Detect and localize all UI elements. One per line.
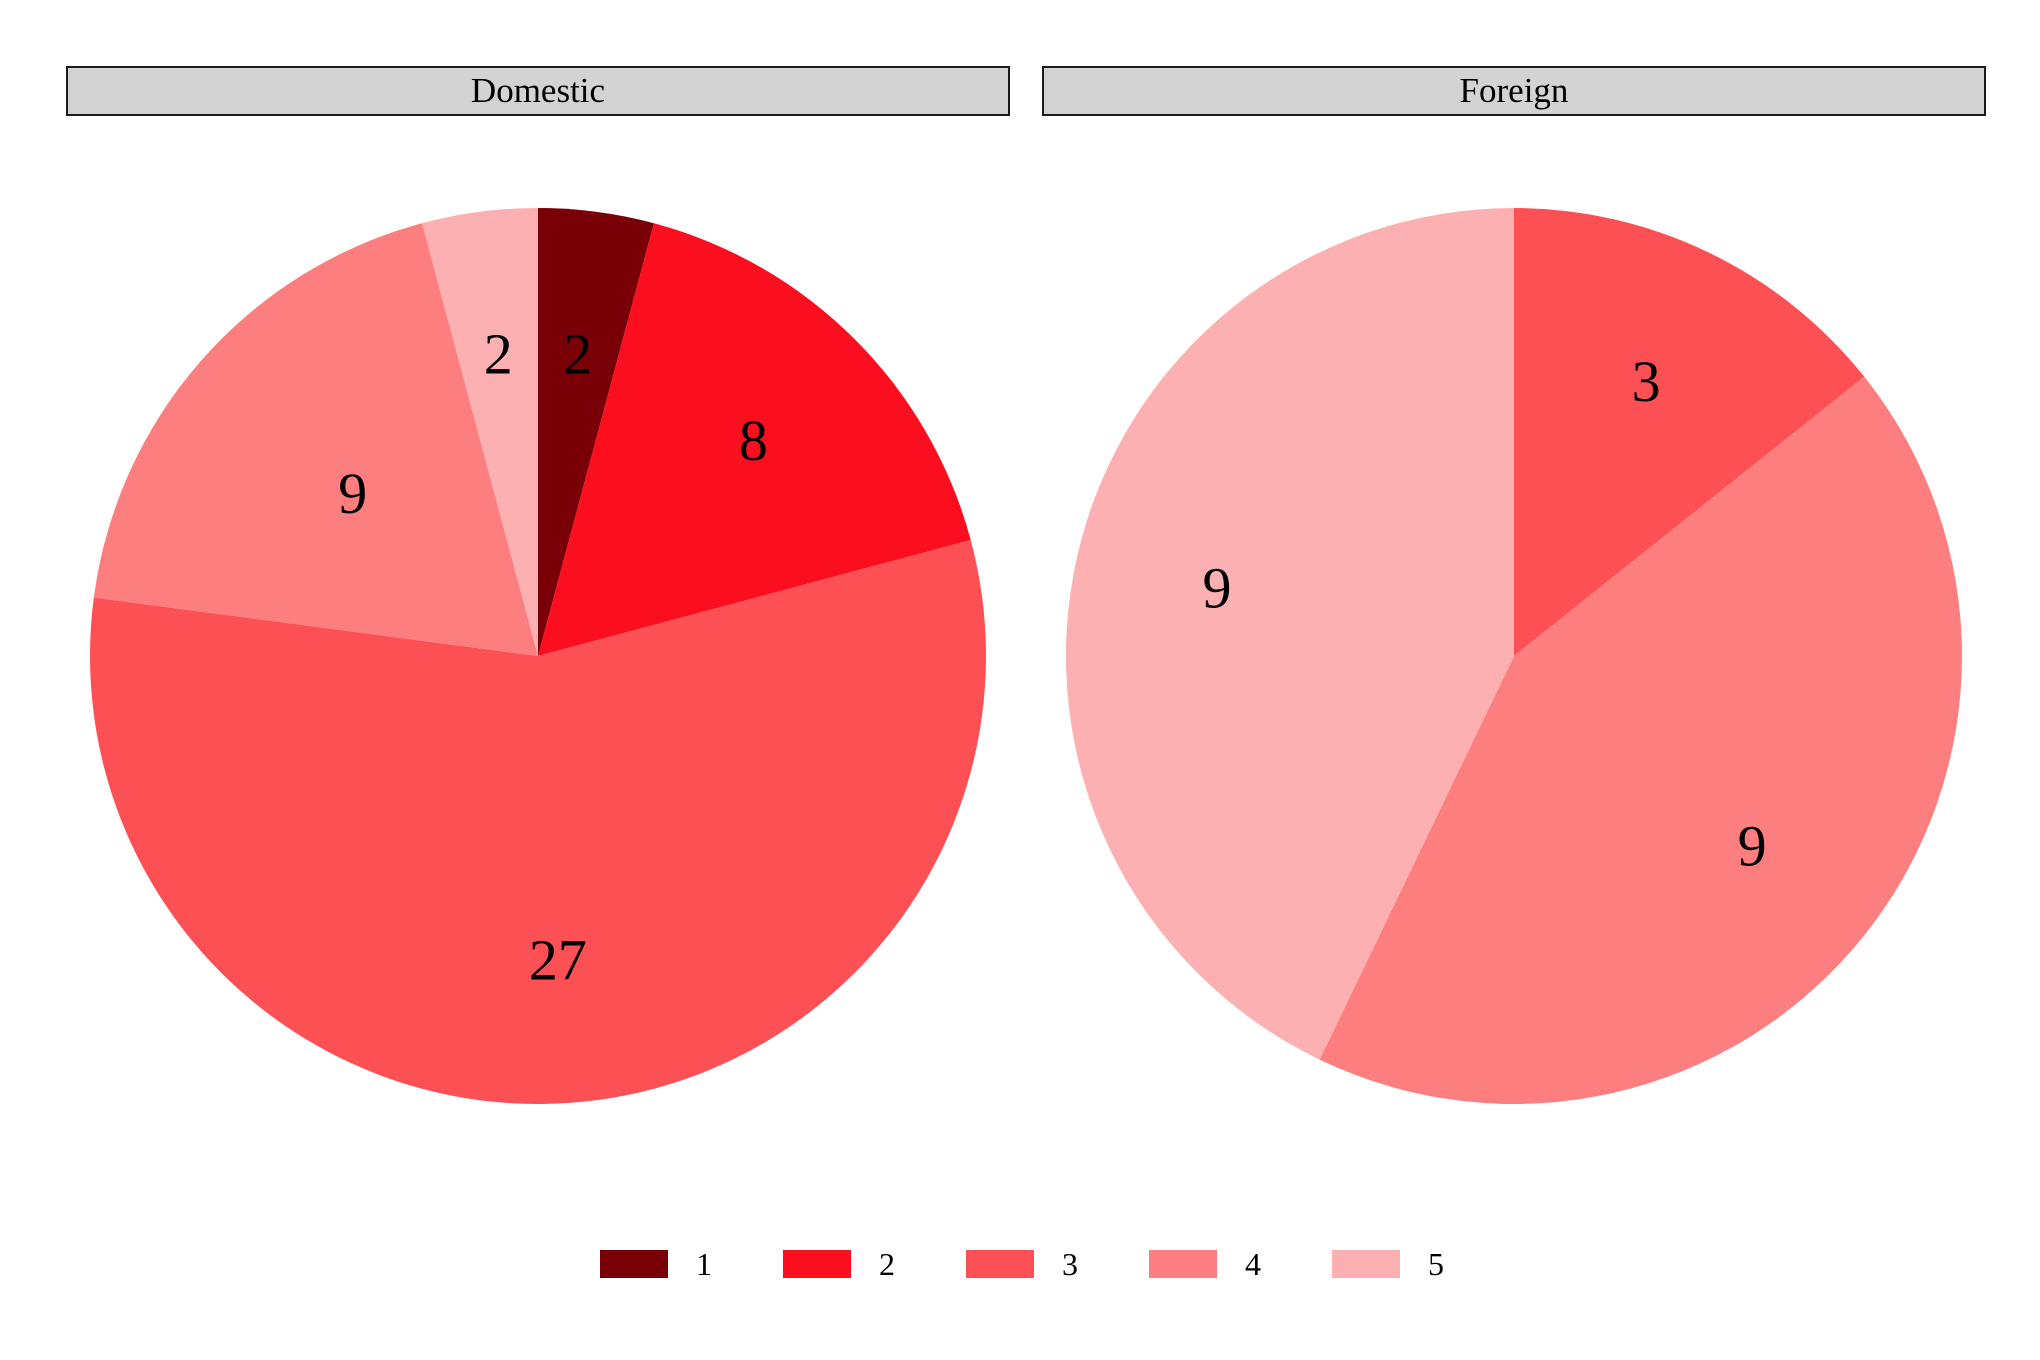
facet-strip-foreign: Foreign — [1042, 66, 1986, 116]
slice-label-domestic-4: 9 — [338, 461, 367, 526]
slice-label-domestic-1: 2 — [563, 321, 592, 386]
pie-slice-foreign-3 — [1514, 208, 1865, 656]
pie-slice-domestic-2 — [538, 223, 971, 656]
legend-key-1 — [600, 1250, 668, 1278]
legend-item-1: 1 — [600, 1244, 712, 1284]
facet-strip-domestic: Domestic — [66, 66, 1010, 116]
slice-label-foreign-5: 9 — [1202, 556, 1231, 621]
pie-domestic: 2 8 27 9 2 — [90, 208, 987, 1104]
slice-label-foreign-3: 3 — [1632, 349, 1661, 414]
slice-label-domestic-2: 8 — [739, 408, 768, 473]
legend-label-2: 2 — [879, 1245, 895, 1282]
pie-slice-domestic-5 — [422, 208, 538, 656]
slice-label-foreign-4: 9 — [1738, 813, 1767, 878]
legend-item-3: 3 — [966, 1244, 1078, 1284]
legend-item-4: 4 — [1149, 1244, 1261, 1284]
pie-slice-domestic-1 — [538, 208, 654, 656]
pie-slice-foreign-5 — [1066, 207, 1514, 1060]
slice-label-domestic-3: 27 — [529, 927, 587, 992]
pie-slice-foreign-4 — [1319, 376, 1963, 1104]
legend-label-3: 3 — [1062, 1245, 1078, 1282]
legend-key-2 — [783, 1250, 851, 1278]
legend-key-3 — [966, 1250, 1034, 1278]
legend-item-5: 5 — [1332, 1244, 1444, 1284]
slice-label-domestic-5: 2 — [484, 321, 513, 386]
legend-label-5: 5 — [1428, 1245, 1444, 1282]
legend-item-2: 2 — [783, 1244, 895, 1284]
legend-label-1: 1 — [696, 1245, 712, 1282]
legend: 1 2 3 4 5 — [0, 1244, 2040, 1284]
pie-slice-domestic-4 — [93, 223, 538, 656]
legend-key-4 — [1149, 1250, 1217, 1278]
pie-foreign: 3 9 9 — [1066, 207, 1963, 1104]
legend-label-4: 4 — [1245, 1245, 1261, 1282]
legend-key-5 — [1332, 1250, 1400, 1278]
pie-slice-domestic-3 — [90, 540, 987, 1104]
